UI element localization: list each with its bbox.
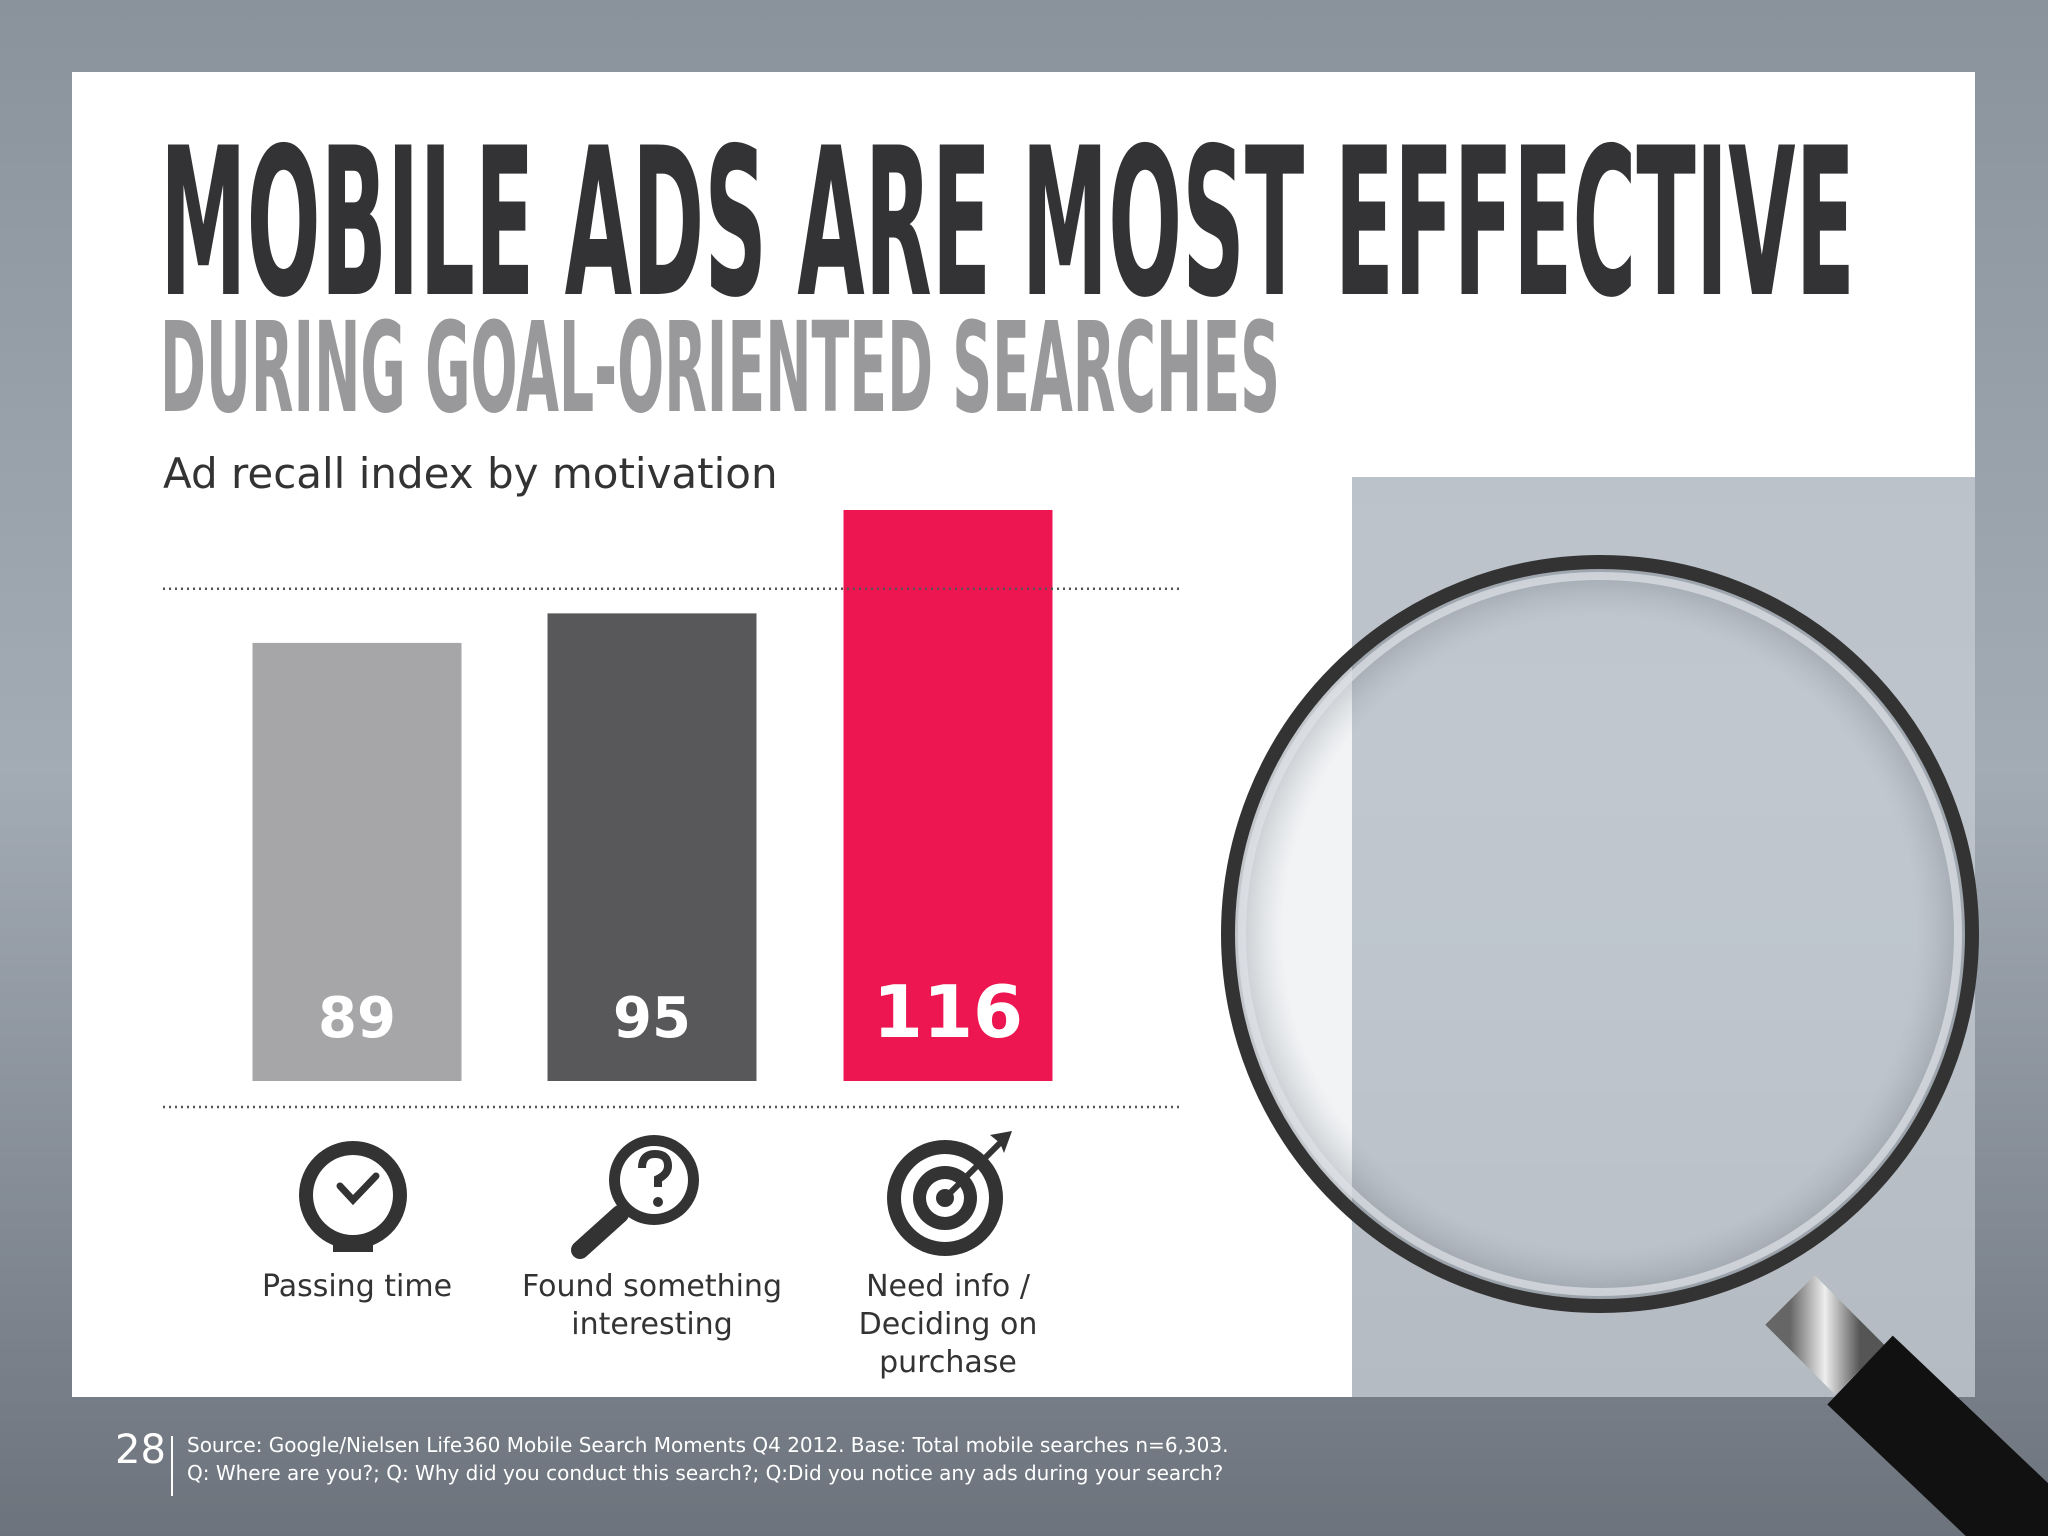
source-line: Q: Where are you?; Q: Why did you conduc… bbox=[187, 1461, 1223, 1485]
icons bbox=[299, 1131, 1012, 1259]
source-line: Source: Google/Nielsen Life360 Mobile Se… bbox=[187, 1433, 1228, 1457]
bar bbox=[252, 642, 462, 1081]
page-number: 28 bbox=[115, 1427, 166, 1473]
title: MOBILE ADS ARE MOST EFFECTIVE bbox=[160, 105, 1855, 343]
target-icon bbox=[887, 1131, 1012, 1256]
category-label: Passing time bbox=[261, 1269, 453, 1304]
category-label: Need info / Deciding on purchase bbox=[858, 1269, 1038, 1380]
caption: Ad recall index by motivation bbox=[163, 449, 778, 498]
subtitle: DURING GOAL-ORIENTED SEARCHES bbox=[160, 296, 1280, 441]
search-icon bbox=[571, 1135, 699, 1259]
magnifier bbox=[1221, 555, 2048, 1536]
value-label: 95 bbox=[613, 986, 691, 1051]
bar bbox=[843, 510, 1053, 1081]
value-label: 116 bbox=[873, 970, 1023, 1054]
value-label: 89 bbox=[318, 986, 396, 1051]
category-label: Found something interesting bbox=[522, 1269, 782, 1342]
bar bbox=[547, 613, 757, 1081]
clock-icon bbox=[299, 1141, 407, 1252]
